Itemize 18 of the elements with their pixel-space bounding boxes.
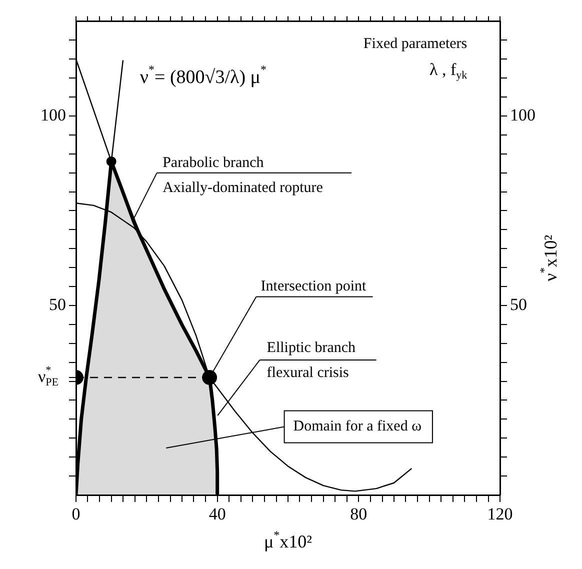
annotation: Domain for a fixed ω	[293, 418, 422, 435]
annotation: Axially-dominated ropture	[162, 180, 324, 196]
annotation: Fixed parameters	[363, 36, 468, 52]
x-tick-label: 120	[487, 504, 513, 524]
y2-axis-title: ν*x10²	[536, 234, 561, 282]
y-tick-label: 100	[40, 105, 66, 124]
x-tick-label: 40	[208, 504, 226, 524]
x-axis-title: μ*x10²	[264, 528, 312, 552]
annotation: Parabolic branch	[162, 154, 264, 171]
annotation: flexural crisis	[266, 364, 350, 381]
y2-tick-label: 50	[510, 294, 527, 314]
annotation: ν*= (800√3/λ) μ*	[140, 62, 266, 88]
annotation: Intersection point	[260, 278, 368, 294]
annotation: Elliptic branch	[266, 340, 356, 356]
x-tick-label: 80	[350, 504, 368, 524]
y-tick-label: 50	[49, 294, 66, 314]
y2-tick-label: 100	[510, 105, 536, 124]
x-tick-label: 0	[72, 504, 80, 524]
